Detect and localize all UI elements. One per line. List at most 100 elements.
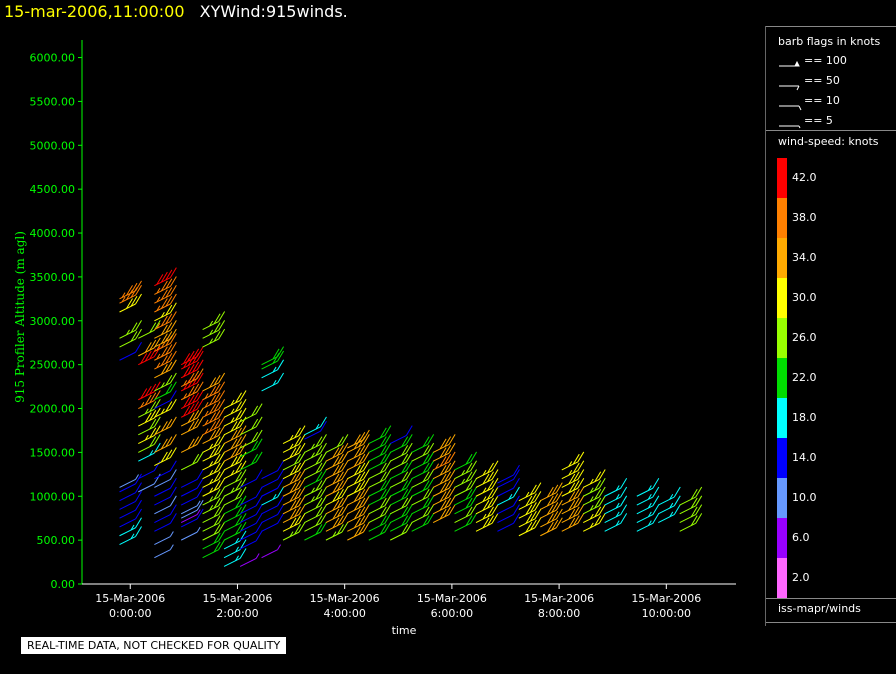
wind-barb	[368, 495, 392, 515]
wind-barb-shaft	[411, 496, 428, 506]
wind-barb	[223, 513, 247, 532]
wind-barb-shaft	[119, 479, 136, 488]
wind-barb-flag	[196, 508, 204, 520]
wind-barb-shaft	[390, 435, 407, 445]
wind-barb	[636, 495, 660, 515]
wind-barb-shaft	[138, 329, 155, 339]
wind-barb	[561, 460, 585, 480]
wind-barb	[411, 460, 435, 480]
wind-barb-flag	[239, 407, 247, 419]
wind-barb-shaft	[119, 518, 136, 528]
wind-barb-flag	[149, 322, 157, 333]
wind-barb	[154, 267, 177, 287]
wind-barb-half-flag	[156, 344, 161, 351]
wind-barb-flag	[218, 442, 226, 454]
wind-barb-half-flag	[209, 443, 214, 450]
wind-barb-shaft	[202, 531, 219, 541]
wind-barb-flag	[277, 513, 285, 524]
wind-barb-flag	[235, 515, 242, 526]
wind-barb-flag	[169, 311, 177, 322]
wind-barb-flag	[362, 460, 370, 471]
wind-barb	[679, 486, 703, 506]
wind-barb-flag	[187, 438, 195, 450]
wind-barb-shaft	[475, 479, 493, 488]
y-tick-label: 2500.00	[30, 359, 76, 372]
wind-barb-shaft	[604, 496, 621, 506]
wind-barb-shaft	[239, 558, 257, 567]
wind-barb-flag	[315, 497, 323, 509]
wind-barb-flag	[384, 434, 392, 445]
wind-barb-flag	[255, 495, 263, 507]
wind-barb	[347, 478, 370, 497]
wind-barb-shaft	[604, 514, 621, 524]
wind-barb	[119, 491, 142, 510]
wind-barb-shaft	[154, 426, 171, 436]
wind-barb-shaft	[368, 531, 386, 541]
wind-barb-flag	[169, 504, 177, 515]
wind-barb-flag	[546, 521, 554, 533]
wind-barb-flag	[620, 486, 628, 498]
wind-barb-shaft	[223, 417, 241, 427]
wind-barb-half-flag	[160, 408, 165, 415]
wind-barb-flag	[149, 410, 157, 421]
wind-barb-shaft	[239, 448, 257, 458]
wind-barb-shaft	[282, 522, 300, 532]
wind-barb-flag	[298, 460, 306, 471]
wind-barb-flag	[332, 473, 340, 485]
wind-barb-flag	[160, 324, 168, 336]
wind-barb-shaft	[325, 522, 343, 532]
wind-barb-half-flag	[209, 505, 214, 511]
colorbar-swatch	[777, 278, 787, 318]
colorbar-swatch	[777, 198, 787, 238]
wind-barb-shaft	[432, 514, 450, 524]
wind-barb	[282, 478, 306, 497]
wind-barb-flag	[209, 377, 217, 388]
wind-barb-flag	[149, 392, 157, 404]
wind-barb-flag	[169, 333, 177, 344]
wind-barb-flag	[251, 453, 259, 465]
wind-barb-shaft	[475, 496, 493, 506]
wind-barb	[180, 381, 204, 401]
wind-barb-flag	[196, 368, 204, 379]
wind-barb	[223, 451, 247, 471]
wind-barb-flag	[341, 513, 349, 524]
wind-barb	[202, 504, 226, 524]
wind-barb-shaft	[304, 430, 321, 440]
wind-barb-flag	[165, 295, 173, 307]
y-tick-label: 2000.00	[30, 403, 76, 416]
wind-barb-flag	[405, 504, 413, 515]
wind-barb-flag	[551, 493, 559, 504]
wind-barb-shaft	[475, 505, 493, 515]
wind-barb-shaft	[223, 470, 241, 480]
wind-barb-flag	[572, 506, 580, 518]
wind-barb-flag	[230, 456, 238, 467]
wind-barb-flag	[336, 506, 344, 518]
wind-barb	[347, 513, 370, 532]
wind-barb-flag	[169, 513, 177, 524]
wind-barb	[582, 486, 606, 506]
wind-barb-shaft	[119, 492, 136, 502]
wind-barb	[282, 442, 306, 462]
wind-barb-half-flag	[669, 511, 674, 518]
wind-barb	[390, 425, 413, 445]
wind-barb-shaft	[368, 487, 386, 497]
wind-barb-shaft	[497, 496, 514, 506]
wind-barb-flag	[196, 451, 204, 463]
wind-barb-flag	[209, 394, 217, 406]
wind-barb-flag	[384, 442, 392, 454]
wind-barb	[304, 460, 327, 480]
wind-barb-flag	[401, 471, 409, 482]
wind-barb-shaft	[154, 470, 171, 480]
wind-barb	[325, 521, 349, 541]
wind-barb	[239, 553, 260, 567]
wind-barb-flag	[218, 486, 226, 498]
wind-barb-shaft	[454, 487, 471, 497]
wind-barb-half-flag	[235, 537, 239, 544]
wind-barb-half-flag	[196, 509, 201, 515]
wind-barb-half-flag	[130, 533, 135, 540]
wind-barb-flag	[255, 429, 263, 441]
wind-barb-flag	[362, 469, 370, 480]
wind-barb	[540, 491, 563, 510]
wind-barb-flag	[213, 445, 221, 456]
wind-barb-shaft	[368, 514, 386, 524]
